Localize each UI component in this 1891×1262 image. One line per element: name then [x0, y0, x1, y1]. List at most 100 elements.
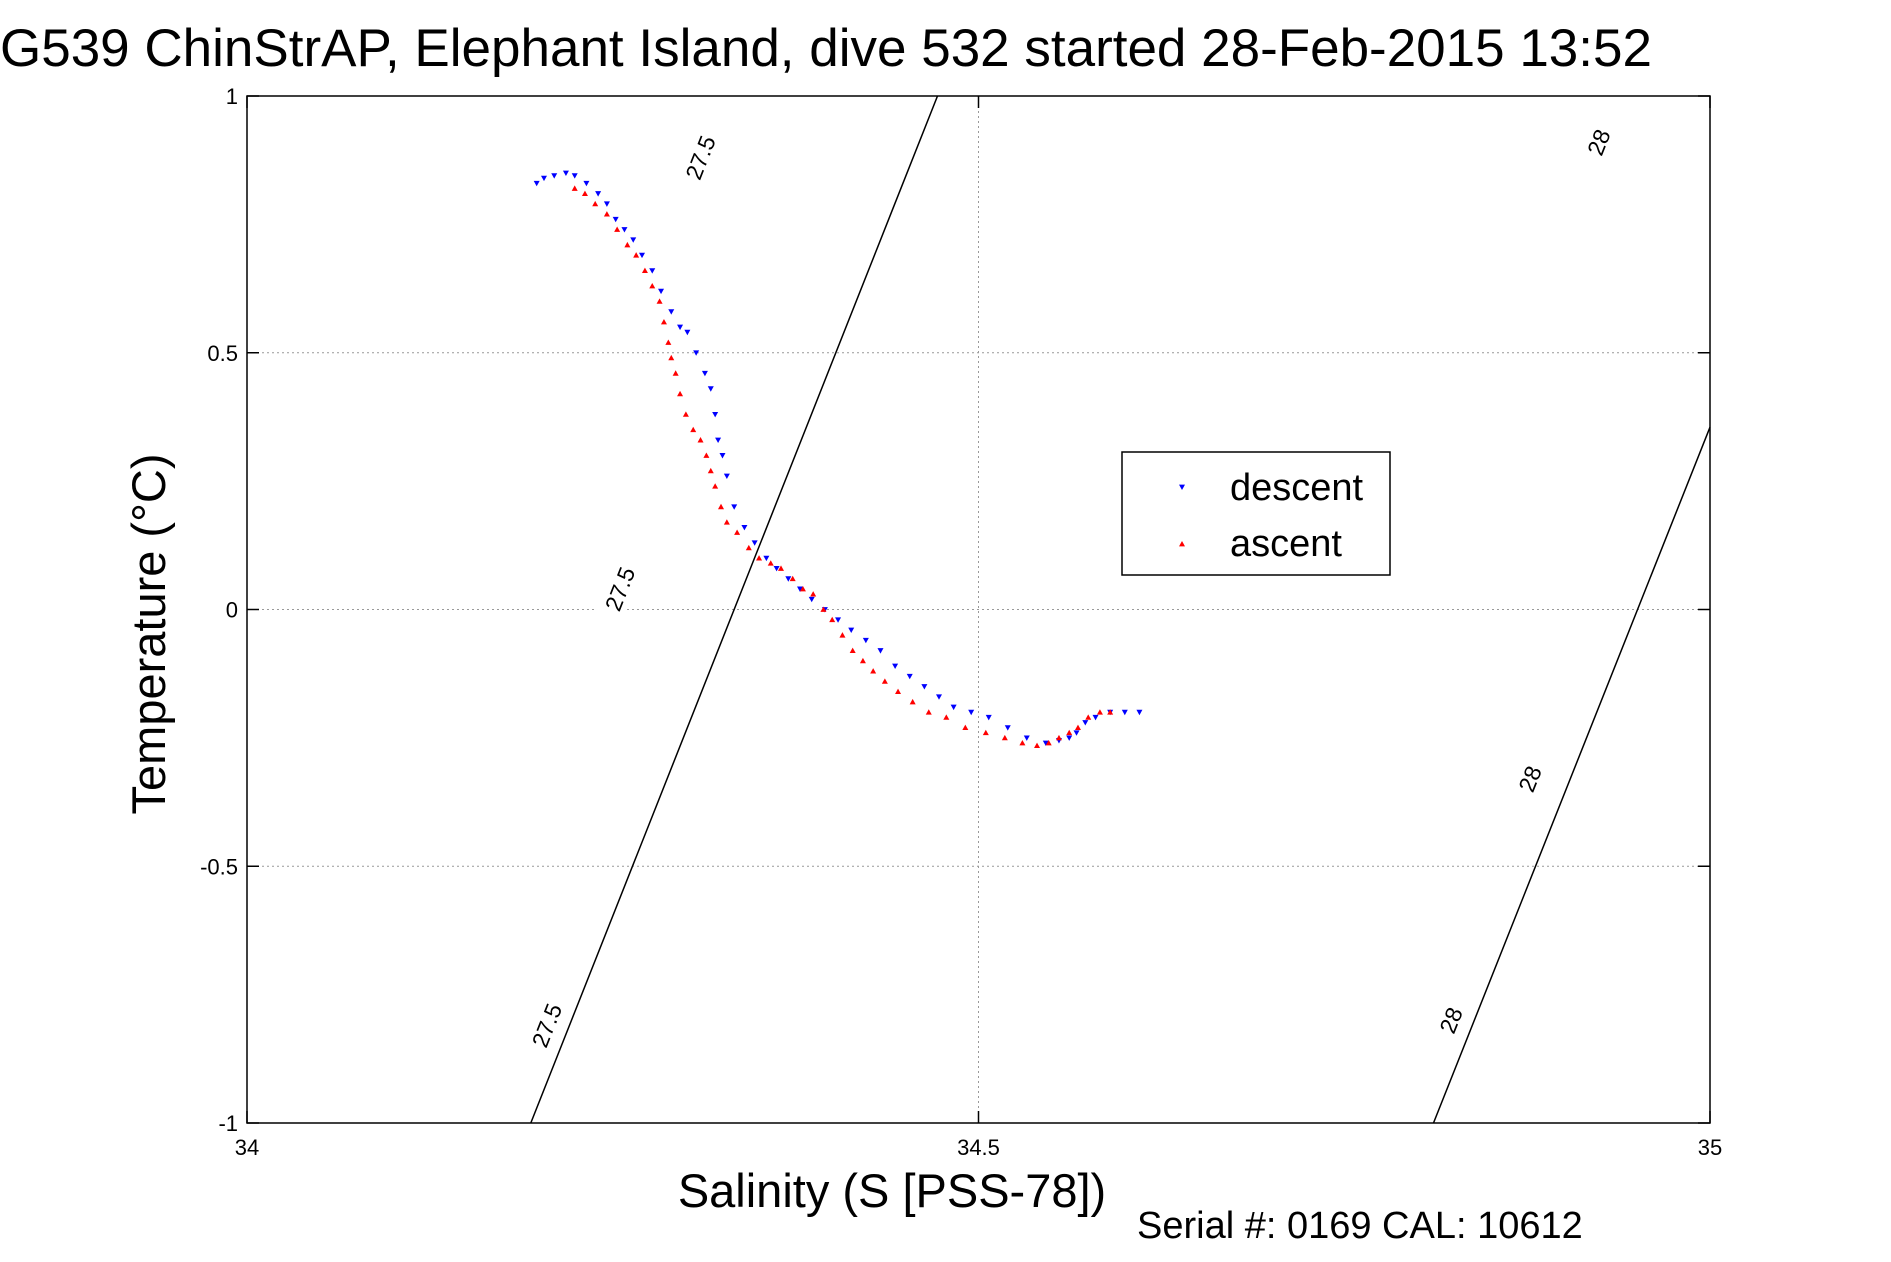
- ascent-point: [571, 185, 578, 191]
- ascent-point: [859, 657, 866, 664]
- descent-point: [715, 437, 722, 444]
- ascent-point: [592, 200, 599, 207]
- ascent-point: [682, 411, 689, 417]
- isopycnal-label-background: [1505, 745, 1555, 813]
- ascent-point: [660, 318, 667, 325]
- ascent-point: [1107, 709, 1114, 715]
- ascent-point: [777, 565, 784, 571]
- isopycnal-line-28: [1432, 426, 1711, 1124]
- descent-point: [562, 170, 569, 177]
- ascent-point: [895, 688, 902, 695]
- descent-point: [649, 268, 656, 274]
- isopycnal-label-background: [1574, 109, 1623, 176]
- descent-point: [1004, 725, 1011, 731]
- legend-label-ascent: ascent: [1230, 523, 1342, 565]
- y-tick-label: -0.5: [200, 854, 238, 879]
- descent-point: [603, 201, 610, 207]
- descent-point: [701, 370, 708, 377]
- ascent-point: [925, 709, 932, 715]
- data-series: [533, 170, 1143, 748]
- legend-marker-descent: [1179, 484, 1185, 490]
- ascent-point: [820, 606, 827, 612]
- ascent-point: [723, 519, 730, 525]
- ascent-point: [982, 729, 989, 736]
- ascent-point: [1096, 709, 1103, 715]
- descent-point: [785, 576, 792, 582]
- descent-point: [630, 237, 637, 243]
- descent-point: [797, 586, 804, 592]
- descent-point: [658, 288, 665, 295]
- descent-point: [1023, 735, 1030, 741]
- descent-point: [1092, 714, 1099, 721]
- descent-point: [571, 173, 578, 179]
- x-tick-label: 34.5: [957, 1135, 1000, 1160]
- ascent-point: [641, 267, 648, 273]
- ascent-point: [1045, 740, 1052, 746]
- ascent-point: [745, 544, 752, 551]
- x-tick-label: 34: [235, 1135, 259, 1160]
- descent-point: [968, 709, 975, 716]
- ascent-point: [767, 560, 774, 566]
- descent-point: [985, 714, 992, 721]
- descent-point: [712, 411, 719, 418]
- descent-point: [533, 180, 540, 187]
- legend-box: [1121, 451, 1391, 576]
- descent-point: [677, 324, 684, 331]
- descent-point: [1136, 709, 1143, 716]
- descent-point: [551, 173, 558, 179]
- descent-point: [1073, 730, 1080, 736]
- y-axis-label: Temperature (°C): [122, 454, 175, 815]
- ascent-point: [799, 585, 806, 592]
- legend-label-descent: descent: [1230, 467, 1364, 509]
- ascent-point: [668, 354, 675, 361]
- ascent-point: [690, 426, 697, 433]
- ascent-point: [870, 668, 877, 674]
- ascent-point: [665, 339, 672, 345]
- ascent-point: [712, 483, 719, 489]
- y-tick-label: -1: [218, 1111, 238, 1136]
- axis-ticks: 34 34.5 35 1 0.5 0 -0.5 -1: [200, 84, 1722, 1160]
- x-tick-label: 35: [1698, 1135, 1722, 1160]
- descent-point: [862, 637, 869, 644]
- chart-title: G539 ChinStrAP, Elephant Island, dive 53…: [0, 19, 1652, 78]
- descent-point: [540, 175, 547, 182]
- ascent-point: [849, 647, 856, 653]
- ascent-point: [633, 252, 640, 258]
- descent-point: [612, 216, 619, 223]
- isopycnal-label-background: [522, 992, 571, 1059]
- ascent-point: [943, 714, 950, 720]
- ascent-point: [624, 241, 631, 248]
- descent-point: [731, 504, 738, 510]
- ascent-point: [581, 190, 588, 196]
- ascent-point: [1074, 724, 1081, 731]
- descent-point: [877, 648, 884, 654]
- descent-point: [668, 309, 675, 315]
- isopycnal-label-background: [676, 124, 725, 191]
- legend-markers: [1179, 484, 1185, 547]
- ascent-point: [614, 226, 621, 232]
- descent-point: [773, 566, 780, 572]
- ascent-point: [707, 467, 714, 474]
- x-axis-label: Salinity (S [PSS-78]): [678, 1164, 1106, 1217]
- descent-point: [921, 684, 928, 690]
- descent-point: [741, 524, 748, 531]
- ascent-point: [789, 575, 796, 582]
- descent-point: [583, 180, 590, 187]
- ascent-point: [1066, 729, 1073, 736]
- serial-calibration-note: Serial #: 0169 CAL: 10612: [1137, 1205, 1583, 1247]
- descent-point: [719, 453, 726, 459]
- ascent-point: [656, 298, 663, 304]
- ascent-point: [1019, 740, 1026, 746]
- descent-point: [835, 617, 842, 623]
- isopycnal-label-background: [596, 555, 645, 623]
- series-descent: [533, 170, 1143, 747]
- descent-point: [707, 386, 714, 392]
- descent-point: [763, 555, 770, 562]
- y-tick-label: 0.5: [207, 341, 238, 366]
- ascent-point: [810, 591, 817, 597]
- series-ascent: [571, 185, 1114, 748]
- descent-point: [892, 663, 899, 669]
- ascent-point: [734, 529, 741, 535]
